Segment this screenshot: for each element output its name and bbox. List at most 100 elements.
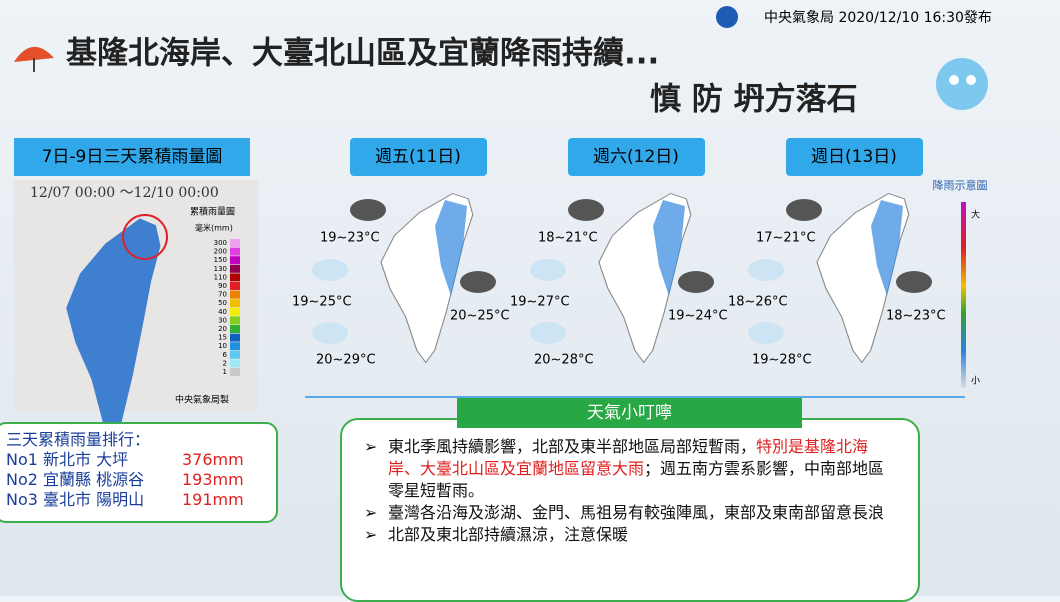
temperature: 18~23°C: [886, 309, 946, 324]
cloud-icon: [748, 322, 784, 344]
temperature: 19~27°C: [510, 295, 570, 310]
cloud-icon: [312, 322, 348, 344]
ranking-value: 191mm: [182, 490, 244, 509]
legend-level: 1: [223, 368, 227, 376]
ranking-box: 三天累積雨量排行： No1 新北市 大坪 376mm No2 宜蘭縣 桃源谷 193mm…: [0, 422, 278, 523]
day-label: 週五(11日): [375, 147, 461, 167]
ranking-station: No2 宜蘭縣 桃源谷: [6, 470, 145, 489]
legend-swatch: [230, 282, 240, 290]
subtitle: 慎 防 坍方落石: [650, 82, 858, 118]
cloud-icon: [678, 271, 714, 293]
publisher: 中央氣象局 2020/12/10 16:30發布: [764, 10, 992, 26]
tip-segment: ；週五南方雲系影響，中南部地區零星短暫雨。: [388, 459, 885, 500]
legend-swatch: [230, 342, 240, 351]
scale-min: 小: [971, 376, 980, 387]
legend-level: 150: [214, 256, 227, 264]
main-title: 基隆北海岸、大臺北山區及宜蘭降雨持續...: [66, 36, 659, 72]
cloud-icon: [896, 271, 932, 293]
legend-level: 2: [223, 359, 227, 367]
cloud-icon: [350, 199, 386, 221]
legend-swatch: [230, 316, 240, 325]
legend-swatch: [230, 325, 240, 333]
legend-swatch: [230, 239, 240, 247]
day-label: 週六(12日): [593, 147, 679, 167]
map-title: 7日-9日三天累積雨量圖: [42, 147, 223, 167]
cloud-icon: [748, 259, 784, 281]
cloud-icon: [530, 259, 566, 281]
scale-title: 降雨示意圖: [933, 178, 988, 192]
temperature: 20~29°C: [316, 353, 376, 368]
legend-level: 300: [214, 239, 227, 247]
temperature: 19~23°C: [320, 231, 380, 246]
legend-title: 累積雨量圖: [190, 206, 235, 218]
legend-swatch: [230, 359, 240, 368]
ranking-row: No1 新北市 大坪 376mm: [6, 450, 266, 470]
legend-level: 90: [218, 282, 227, 290]
legend-swatch: [230, 307, 240, 316]
legend-level: 70: [218, 291, 227, 299]
map-period: 12/07 00:00 ～12/10 00:00: [30, 185, 219, 201]
legend-swatch: [230, 264, 240, 273]
tip-text: 北部及東北部持續濕涼，注意保暖: [388, 524, 628, 546]
day-label-box: [350, 138, 487, 176]
ranking-value: 376mm: [182, 450, 244, 469]
tip-item: ➢ 臺灣各沿海及澎湖、金門、馬祖易有較強陣風，東部及東南部留意長浪: [364, 502, 898, 524]
temperature: 20~25°C: [450, 309, 510, 324]
ranking-row: No2 宜蘭縣 桃源谷 193mm: [6, 470, 266, 490]
temperature: 18~21°C: [538, 231, 598, 246]
legend-level: 20: [218, 325, 227, 333]
scale-bar: [961, 202, 966, 388]
day-label-box: [786, 138, 923, 176]
mascot: [936, 58, 988, 110]
tips-title: 天氣小叮嚀: [457, 398, 802, 428]
legend-level: 30: [218, 316, 227, 324]
highlight-circle: [122, 214, 168, 260]
rain-area: [653, 200, 685, 296]
tip-segment: 東北季風持續影響，北部及東半部地區局部短暫雨，: [388, 437, 757, 456]
ranking-value: 193mm: [182, 470, 244, 489]
tip-text: 臺灣各沿海及澎湖、金門、馬祖易有較強陣風，東部及東南部留意長浪: [388, 502, 884, 524]
legend-swatch: [230, 350, 240, 359]
cloud-icon: [312, 259, 348, 281]
map-credit: 中央氣象局製: [175, 394, 229, 406]
cloud-icon: [530, 322, 566, 344]
rain-area: [871, 200, 903, 296]
rain-area: [435, 200, 467, 296]
day-label-box: [568, 138, 705, 176]
legend-level: 10: [218, 342, 227, 350]
legend-swatch: [230, 333, 240, 342]
bullet: ➢: [364, 503, 378, 522]
temperature: 19~24°C: [668, 309, 728, 324]
ranking-station: No3 臺北市 陽明山: [6, 490, 145, 509]
temperature: 18~26°C: [728, 295, 788, 310]
legend-swatch: [230, 247, 240, 256]
cloud-icon: [568, 199, 604, 221]
legend-swatch: [230, 299, 240, 308]
legend-level: 110: [214, 273, 227, 281]
legend-swatch: [230, 256, 240, 265]
legend-unit: 毫米(mm): [195, 223, 233, 233]
ranking-station: No1 新北市 大坪: [6, 450, 129, 469]
cloud-icon: [786, 199, 822, 221]
day-label: 週日(13日): [811, 147, 897, 167]
tip-item: ➢ 東北季風持續影響，北部及東半部地區局部短暫雨，特別是基隆北海岸、大臺北山區及宜…: [364, 436, 898, 502]
temperature: 17~21°C: [756, 231, 816, 246]
tip-text: 東北季風持續影響，北部及東半部地區局部短暫雨，特別是基隆北海岸、大臺北山區及宜蘭…: [388, 436, 898, 502]
cloud-icon: [460, 271, 496, 293]
tip-segment: 特別是基隆北海岸、大臺北山區及宜蘭地區留意大雨: [388, 437, 869, 478]
bullet: ➢: [364, 437, 378, 456]
umbrella-icon: [14, 46, 54, 72]
legend-level: 50: [218, 299, 227, 307]
scale-max: 大: [971, 209, 980, 221]
legend-level: 130: [214, 265, 227, 273]
legend-level: 6: [223, 351, 228, 359]
ranking-row: No3 臺北市 陽明山 191mm: [6, 490, 266, 510]
legend-swatch: [230, 273, 240, 282]
tip-item: ➢ 北部及東北部持續濕涼，注意保暖: [364, 524, 898, 546]
legend-level: 15: [218, 334, 227, 342]
bullet: ➢: [364, 525, 378, 544]
temperature: 19~28°C: [752, 353, 812, 368]
ranking-title: 三天累積雨量排行：: [6, 430, 151, 449]
